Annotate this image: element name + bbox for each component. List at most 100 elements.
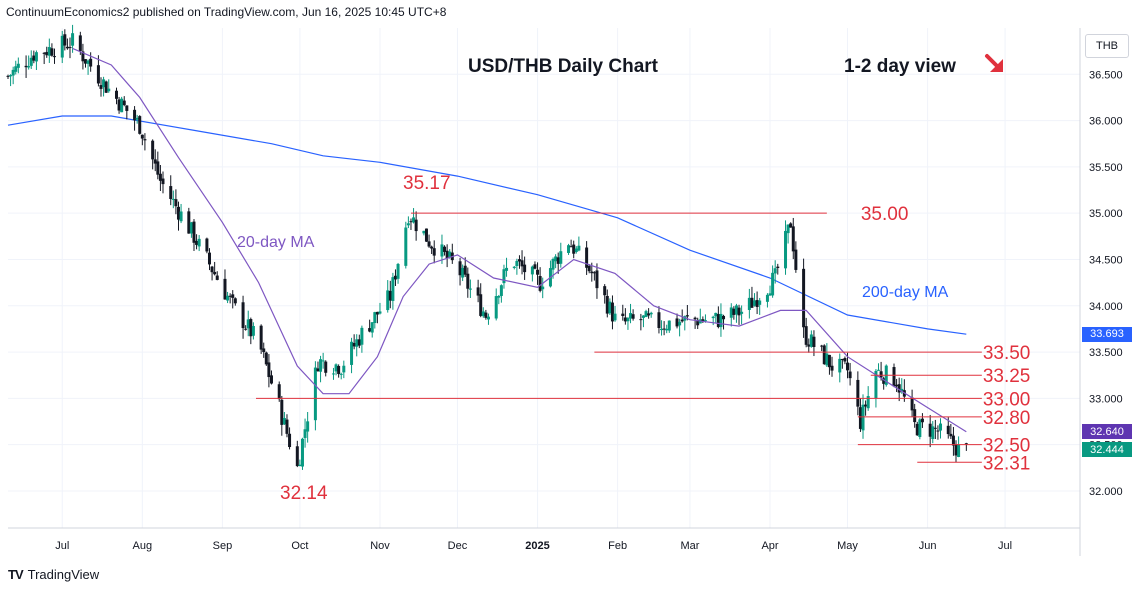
candle-body [701,319,705,322]
candle-body [386,290,390,311]
candle-body [879,371,883,378]
x-tick-label: Jul [55,540,69,552]
candle-body [554,256,558,262]
candle-body [316,368,320,372]
ma200-line [7,115,967,335]
candle-body [675,318,679,327]
candle-body [931,426,935,440]
candle-body [856,379,860,407]
candle-body [729,307,733,318]
publisher-line: ContinuumEconomics2 published on Trading… [6,5,447,19]
plot-area [8,28,1080,528]
candle-body [360,327,364,345]
low-annotation: 32.14 [280,483,328,504]
candle-body [920,418,924,423]
candle-body [352,342,356,347]
candle-body [306,421,310,432]
candle-body [414,219,418,232]
candle-body [458,261,462,276]
candle-body [789,223,793,228]
candle-body [613,313,617,321]
candle-body [662,328,666,330]
candle-body [445,250,449,259]
y-tick-label: 33.000 [1089,393,1123,405]
currency-label[interactable]: THB [1085,34,1129,58]
candle-body [703,320,707,322]
grid-layer [8,28,1080,528]
candle-body [179,211,183,222]
candle-body [11,69,15,76]
candle-body [427,241,431,247]
candle-body [303,429,307,438]
candle-body [551,258,555,270]
candle-body [288,433,292,448]
candle-body [432,248,436,256]
candle-body [114,90,118,99]
candle-body [861,404,865,431]
ma200-layer [7,115,967,335]
candle-body [282,418,286,425]
candle-body [120,98,124,113]
candle-body [895,384,899,387]
candle-body [246,319,250,329]
level-label: 33.25 [983,366,1031,387]
candle-body [497,296,501,298]
candle-body [197,238,201,247]
candle-body [784,230,788,269]
candle-body [104,81,108,93]
candle-body [337,366,341,374]
candle-body [610,302,614,322]
ma20-line [72,47,967,433]
level-label: 32.31 [983,453,1031,474]
candle-body [47,47,51,56]
candle-body [877,369,881,371]
candle-body [406,223,410,226]
candle-body [78,35,82,51]
candle-body [81,51,85,62]
ma20-layer [72,47,967,433]
candle-body [125,105,129,111]
candle-body [716,314,720,328]
candle-body [827,354,831,368]
chart-title: USD/THB Daily Chart [468,56,659,77]
candle-body [479,294,483,316]
candle-body [355,339,359,347]
x-tick-label: Nov [370,540,390,552]
x-tick-label: May [837,540,858,552]
x-tick-label: Aug [133,540,153,552]
candle-body [60,35,64,58]
candle-body [133,109,137,121]
candle-body [660,328,664,331]
candle-body [680,319,684,322]
y-tick-label: 33.500 [1089,347,1123,359]
candle-body [295,446,299,467]
time-axis[interactable]: Jul Aug Sep Oct Nov Dec 2025 Feb Mar Apr May Jun Jul [55,540,1012,552]
candle-body [874,370,878,399]
candle-body [667,320,671,331]
candle-body [858,407,862,429]
candle-body [298,464,302,467]
candle-body [737,307,741,316]
candle-body [722,315,726,320]
candle-body [391,277,395,301]
candle-body [864,404,868,407]
candle-body [138,116,142,134]
level-label: 32.80 [983,408,1031,429]
candle-body [86,60,90,64]
candle-body [339,373,343,375]
candle-body [822,345,826,365]
candle-body [264,352,268,365]
candle-body [918,419,922,438]
candle-body [538,276,542,291]
tradingview-brand[interactable]: TV TradingView [8,567,99,582]
candle-body [63,34,67,46]
y-tick-label: 36.000 [1089,116,1123,128]
candle-body [16,63,20,68]
candle-body [161,178,165,185]
high-annotation: 35.17 [403,173,451,194]
candle-body [321,360,325,362]
candle-body [213,271,217,275]
candle-body [350,341,354,365]
candle-body [135,117,139,120]
